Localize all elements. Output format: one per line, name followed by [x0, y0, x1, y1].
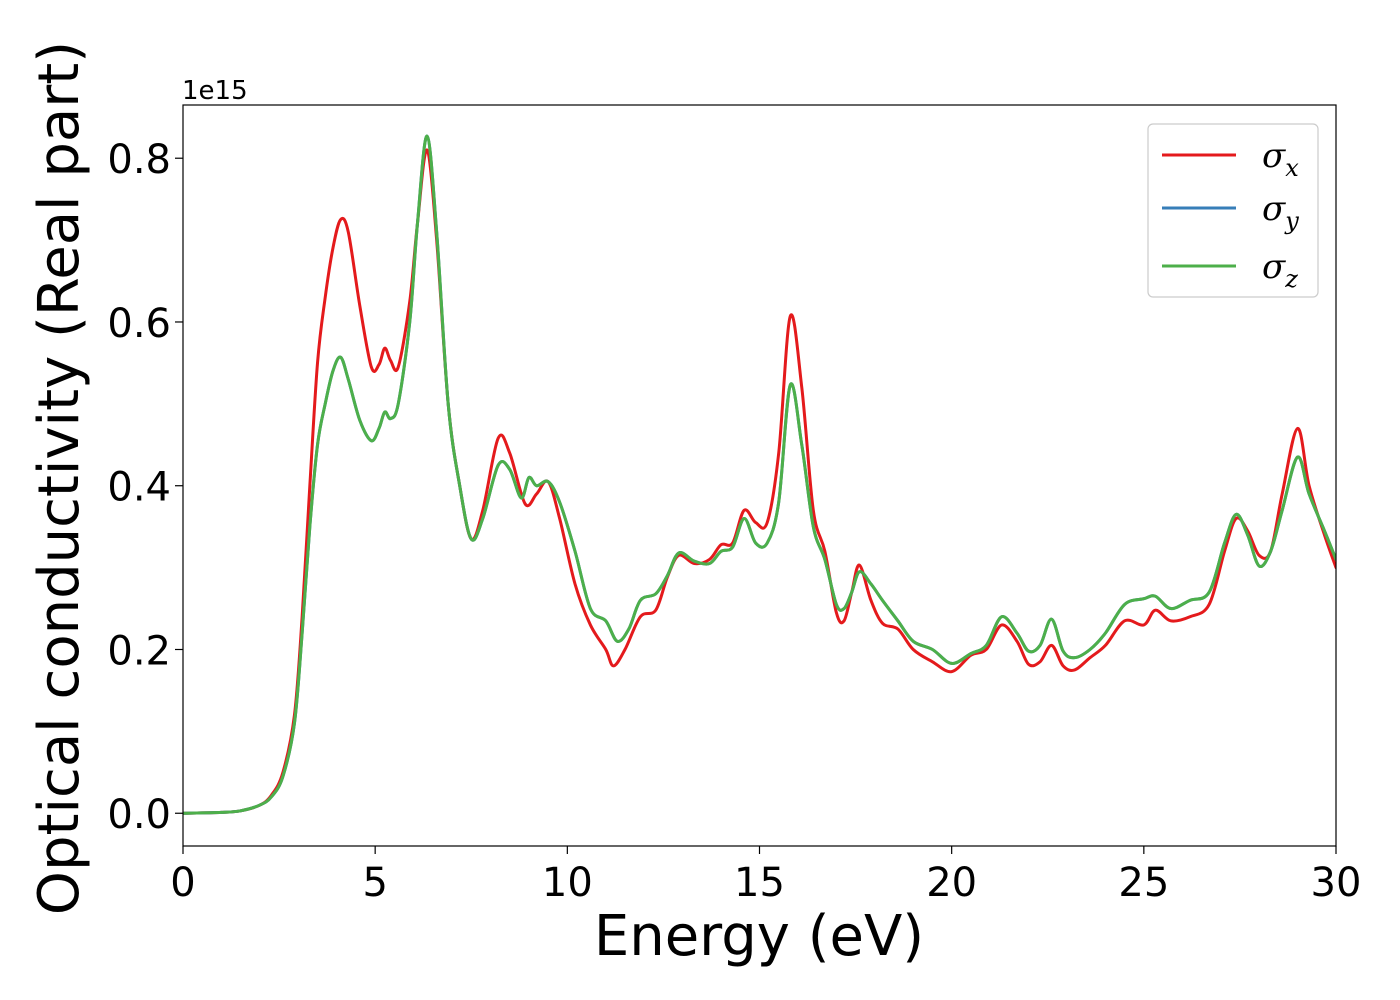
y-tick-label: 0.0	[107, 792, 171, 838]
y-tick-label: 0.2	[107, 628, 171, 674]
x-tick-label: 10	[542, 860, 593, 906]
series-line-z	[183, 134, 1336, 815]
y-axis-ticks: 0.0 0.2 0.4 0.6 0.8	[107, 137, 183, 838]
legend-entry-y: σy	[1262, 189, 1299, 235]
y-tick-label: 0.8	[107, 137, 171, 183]
legend-entry-x: σx	[1262, 136, 1299, 182]
series-layer	[183, 134, 1336, 815]
legend-symbol: σ	[1262, 136, 1286, 176]
x-tick-label: 25	[1118, 860, 1169, 906]
series-line-x	[183, 148, 1336, 815]
x-axis-label: Energy (eV)	[594, 904, 924, 969]
legend-entry-z: σz	[1262, 247, 1298, 293]
y-tick-label: 0.4	[107, 465, 171, 511]
legend-subscript: x	[1285, 154, 1299, 182]
y-axis-offset-text: 1e15	[182, 76, 248, 106]
legend-symbol: σ	[1262, 247, 1286, 287]
x-tick-label: 15	[734, 860, 785, 906]
y-axis-label: Optical conductivity (Real part)	[27, 41, 92, 915]
x-tick-label: 20	[926, 860, 977, 906]
legend-subscript: y	[1284, 207, 1299, 235]
legend-box	[1147, 123, 1319, 298]
x-tick-label: 5	[362, 860, 387, 906]
x-axis-ticks: 0 5 10 15 20 25 30	[170, 846, 1361, 906]
legend-symbol: σ	[1262, 189, 1286, 229]
x-tick-label: 30	[1311, 860, 1362, 906]
y-tick-label: 0.6	[107, 301, 171, 347]
legend-subscript: z	[1284, 265, 1298, 293]
x-tick-label: 0	[170, 860, 195, 906]
